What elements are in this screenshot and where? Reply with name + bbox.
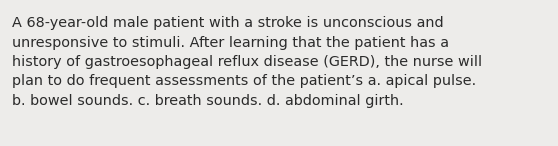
- Text: A 68-year-old male patient with a stroke is unconscious and
unresponsive to stim: A 68-year-old male patient with a stroke…: [12, 16, 482, 108]
